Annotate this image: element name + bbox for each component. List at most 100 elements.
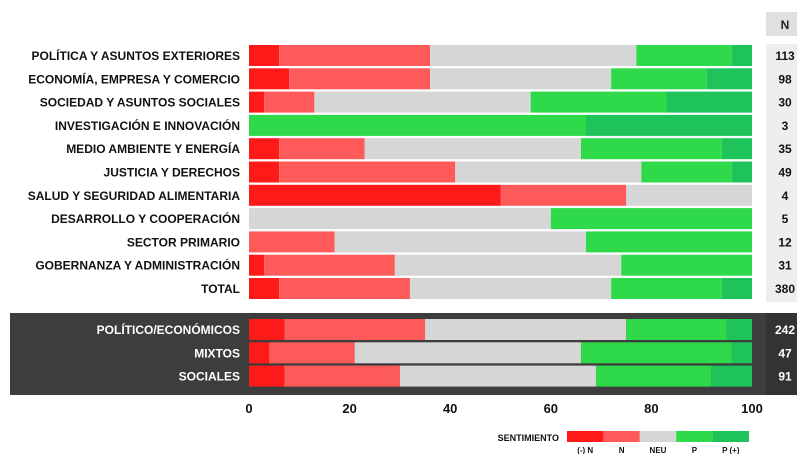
legend-swatch bbox=[676, 431, 713, 442]
bar-segment bbox=[249, 319, 285, 340]
category-label: SOCIEDAD Y ASUNTOS SOCIALES bbox=[40, 96, 240, 110]
bar-segment bbox=[626, 184, 752, 206]
x-tick-label: 0 bbox=[245, 401, 252, 416]
bar-segment bbox=[249, 91, 265, 113]
bar-segment bbox=[726, 319, 752, 340]
bar-segment bbox=[636, 45, 732, 66]
legend-label: NEU bbox=[650, 446, 667, 454]
x-tick-label: 80 bbox=[644, 401, 658, 416]
n-value: 3 bbox=[782, 119, 789, 133]
bar-segment bbox=[409, 278, 612, 299]
n-header: N bbox=[781, 18, 790, 32]
bar-segment bbox=[249, 231, 335, 253]
legend-label: P bbox=[692, 446, 698, 454]
bar-segment bbox=[284, 365, 400, 387]
labels-layer: POLÍTICA Y ASUNTOS EXTERIORES 113 ECONOMÍA… bbox=[28, 48, 796, 384]
bar-segment bbox=[611, 68, 707, 90]
bar-segment bbox=[596, 365, 712, 387]
bar-segment bbox=[249, 254, 265, 276]
bar-segment bbox=[249, 138, 280, 160]
bar-segment bbox=[249, 184, 501, 206]
n-value: 35 bbox=[778, 142, 792, 156]
bar-segment bbox=[586, 114, 752, 136]
legend-swatch bbox=[567, 431, 604, 442]
bar-segment bbox=[731, 342, 752, 364]
bars-layer bbox=[249, 45, 752, 387]
bar-segment bbox=[621, 254, 752, 276]
bar-segment bbox=[580, 138, 722, 160]
bar-segment bbox=[264, 91, 315, 113]
bar-segment bbox=[364, 138, 581, 160]
legend-label: N bbox=[619, 446, 625, 454]
category-label: POLÍTICA Y ASUNTOS EXTERIORES bbox=[32, 48, 240, 63]
bar-segment bbox=[279, 45, 431, 66]
category-label: SOCIALES bbox=[179, 370, 240, 384]
legend-swatch bbox=[712, 431, 749, 442]
category-label: JUSTICIA Y DERECHOS bbox=[104, 166, 240, 180]
bar-segment bbox=[711, 365, 752, 387]
n-value: 242 bbox=[775, 323, 795, 337]
legend-swatch bbox=[639, 431, 677, 442]
bar-segment bbox=[550, 208, 752, 230]
n-value: 12 bbox=[778, 235, 792, 249]
n-value: 98 bbox=[778, 72, 792, 86]
bar-segment bbox=[399, 365, 597, 387]
n-value: 113 bbox=[775, 49, 795, 63]
bar-segment bbox=[249, 114, 587, 136]
n-value: 91 bbox=[778, 370, 792, 384]
bar-segment bbox=[249, 45, 280, 66]
bar-segment bbox=[580, 342, 732, 364]
x-tick-label: 20 bbox=[342, 401, 356, 416]
bar-segment bbox=[249, 68, 290, 90]
bar-segment bbox=[249, 278, 280, 299]
bar-segment bbox=[430, 45, 637, 66]
n-column-light-bg bbox=[766, 44, 797, 302]
category-label: INVESTIGACIÓN E INNOVACIÓN bbox=[55, 118, 240, 133]
bar-segment bbox=[314, 91, 531, 113]
bar-segment bbox=[586, 231, 752, 253]
category-label: DESARROLLO Y COOPERACIÓN bbox=[51, 211, 240, 226]
bar-segment bbox=[289, 68, 431, 90]
bar-segment bbox=[641, 161, 732, 183]
bar-segment bbox=[249, 161, 280, 183]
legend-label: (-) N bbox=[577, 446, 593, 454]
n-value: 49 bbox=[778, 166, 792, 180]
bar-segment bbox=[666, 91, 752, 113]
category-label: MEDIO AMBIENTE Y ENERGÍA bbox=[66, 141, 240, 156]
bar-segment bbox=[500, 184, 627, 206]
bar-segment bbox=[430, 68, 612, 90]
bar-segment bbox=[706, 68, 752, 90]
bar-segment bbox=[425, 319, 627, 340]
n-value: 31 bbox=[778, 259, 792, 273]
category-label: TOTAL bbox=[201, 282, 240, 296]
n-value: 47 bbox=[778, 346, 792, 360]
bar-segment bbox=[269, 342, 355, 364]
x-axis: 0 20 40 60 80 100 bbox=[245, 401, 762, 416]
category-label: SALUD Y SEGURIDAD ALIMENTARIA bbox=[28, 189, 241, 203]
bar-segment bbox=[249, 365, 285, 387]
bar-segment bbox=[394, 254, 622, 276]
bar-segment bbox=[334, 231, 587, 253]
bar-segment bbox=[626, 319, 727, 340]
bar-segment bbox=[455, 161, 642, 183]
n-value: 4 bbox=[782, 189, 789, 203]
legend-title: SENTIMIENTO bbox=[498, 433, 559, 443]
legend: SENTIMIENTO (-) N N NEU P P (+) bbox=[498, 431, 749, 454]
category-label: ECONOMÍA, EMPRESA Y COMERCIO bbox=[28, 71, 240, 86]
n-column-dark-bg bbox=[766, 313, 797, 395]
bar-segment bbox=[279, 138, 365, 160]
category-label: GOBERNANZA Y ADMINISTRACIÓN bbox=[35, 258, 240, 273]
n-value: 5 bbox=[782, 212, 789, 226]
bar-segment bbox=[721, 278, 752, 299]
bar-segment bbox=[611, 278, 722, 299]
bar-segment bbox=[279, 278, 410, 299]
n-value: 380 bbox=[775, 282, 795, 296]
bar-segment bbox=[354, 342, 581, 364]
x-tick-label: 100 bbox=[741, 401, 763, 416]
bar-segment bbox=[731, 45, 752, 66]
bar-segment bbox=[721, 138, 752, 160]
n-value: 30 bbox=[778, 96, 792, 110]
category-label: MIXTOS bbox=[194, 346, 240, 360]
bar-segment bbox=[279, 161, 456, 183]
